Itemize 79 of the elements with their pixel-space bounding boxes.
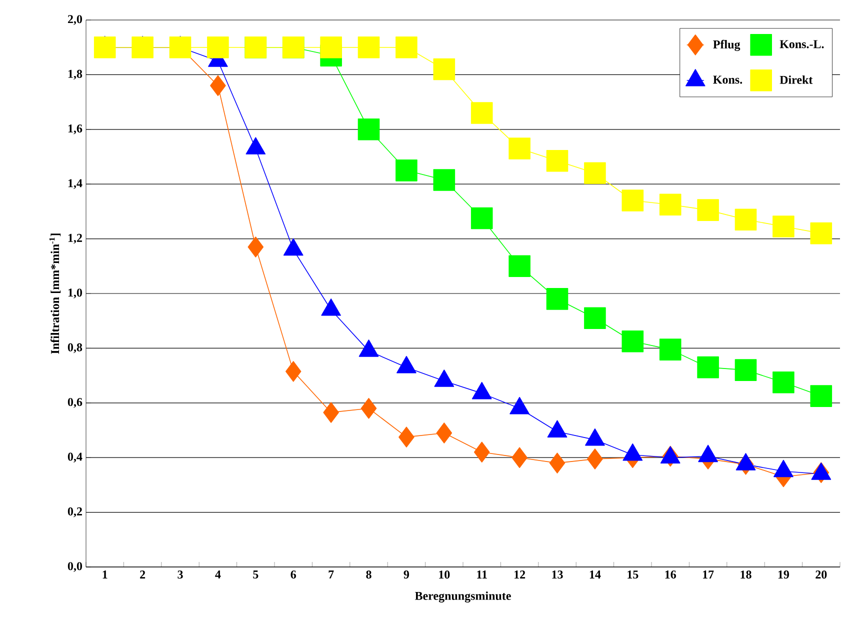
point xyxy=(470,207,493,230)
point xyxy=(584,162,606,184)
x-tick-label: 4 xyxy=(215,570,221,578)
point xyxy=(320,36,342,58)
point xyxy=(169,36,192,58)
point xyxy=(697,356,719,378)
point xyxy=(433,169,456,191)
point xyxy=(285,361,302,382)
point xyxy=(622,330,644,352)
x-tick-label: 9 xyxy=(404,570,410,579)
point xyxy=(734,359,757,381)
x-tick-label: 1 xyxy=(102,570,108,578)
x-tick-label: 20 xyxy=(816,570,827,579)
legend-label: Kons.-L. xyxy=(780,40,824,48)
point xyxy=(398,426,414,448)
point xyxy=(810,385,832,407)
x-tick-label: 19 xyxy=(778,570,790,579)
point xyxy=(546,288,568,310)
y-tick-label: 0,0 xyxy=(68,562,82,572)
x-tick-label: 18 xyxy=(740,570,752,579)
x-tick-label: 3 xyxy=(178,570,183,579)
point xyxy=(396,36,418,58)
point xyxy=(587,448,603,470)
point xyxy=(207,36,229,58)
x-tick-label: 11 xyxy=(477,570,487,578)
point xyxy=(396,160,418,182)
point xyxy=(508,255,530,278)
point xyxy=(360,398,377,419)
legend-label: Pflug xyxy=(713,40,740,52)
y-tick-label: 1,2 xyxy=(68,234,82,244)
point xyxy=(94,36,116,58)
point xyxy=(358,36,380,58)
x-tick-label: 2 xyxy=(140,570,146,578)
point xyxy=(734,208,757,231)
point xyxy=(474,442,490,463)
point xyxy=(622,190,644,212)
legend-label: Direkt xyxy=(780,75,813,84)
point xyxy=(549,452,566,474)
point xyxy=(210,75,226,96)
x-tick-label: 16 xyxy=(665,570,676,579)
point xyxy=(436,422,452,444)
point xyxy=(433,58,456,80)
point xyxy=(248,236,264,258)
point xyxy=(659,194,682,216)
x-tick-label: 15 xyxy=(628,570,638,579)
point xyxy=(358,118,380,140)
point xyxy=(772,216,794,238)
x-tick-label: 5 xyxy=(253,570,258,578)
point xyxy=(584,307,606,330)
y-tick-label: 1,4 xyxy=(68,179,82,189)
x-axis-title: Beregnungsminute xyxy=(414,591,511,602)
x-tick-label: 8 xyxy=(366,570,372,579)
y-tick-label: 0,4 xyxy=(68,452,82,462)
point xyxy=(810,222,832,244)
x-tick-label: 6 xyxy=(290,570,296,579)
point xyxy=(697,199,719,221)
y-tick-label: 0,2 xyxy=(68,507,82,518)
point xyxy=(323,402,339,423)
x-tick-label: 17 xyxy=(703,570,714,578)
x-tick-label: 12 xyxy=(514,570,526,578)
y-tick-label: 1,0 xyxy=(68,288,82,298)
y-tick-label: 2,0 xyxy=(68,15,82,25)
x-tick-label: 14 xyxy=(590,570,601,578)
point xyxy=(508,138,530,160)
x-tick-label: 13 xyxy=(552,570,563,579)
y-tick-label: 1,6 xyxy=(68,124,82,134)
legend-label: Kons. xyxy=(713,76,742,84)
point xyxy=(546,150,568,172)
y-tick-label: 1,8 xyxy=(68,70,82,80)
point xyxy=(132,36,154,58)
point xyxy=(470,102,493,124)
y-tick-label: 0,6 xyxy=(68,398,82,408)
y-axis-title: Infiltration [mm*min$^{-1}$] xyxy=(49,234,61,354)
x-tick-label: 7 xyxy=(328,570,334,578)
point xyxy=(512,447,528,468)
y-tick-label: 0,8 xyxy=(68,343,82,354)
x-tick-label: 10 xyxy=(439,570,450,579)
point xyxy=(772,371,794,394)
point xyxy=(659,338,682,360)
